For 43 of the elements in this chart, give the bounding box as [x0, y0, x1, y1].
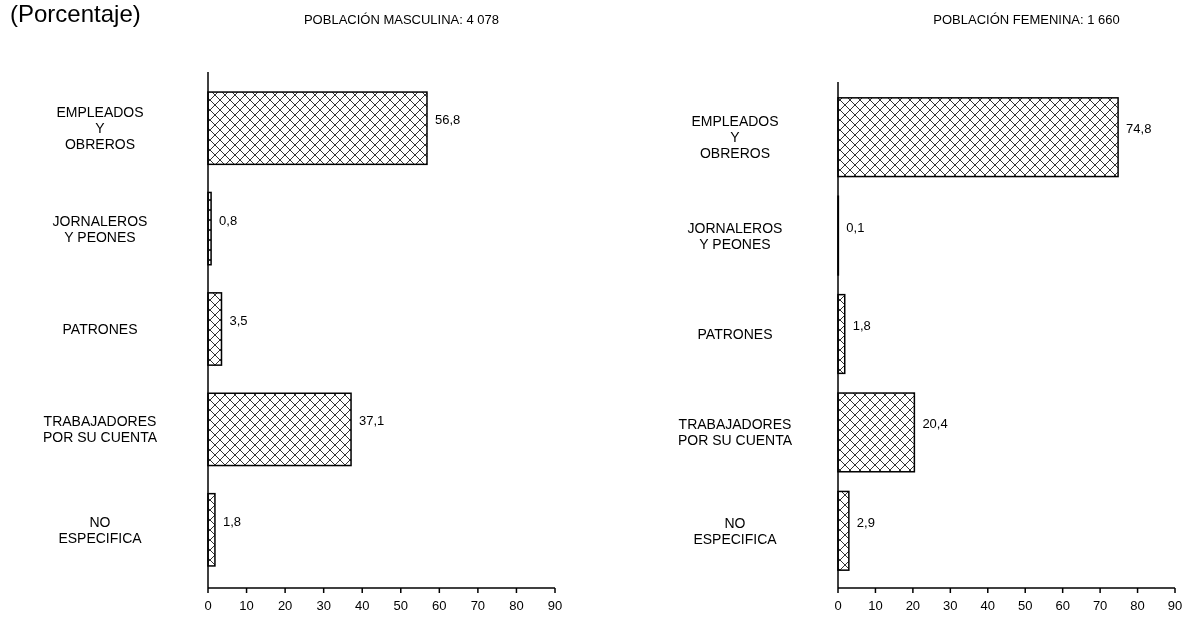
data-label: 3,5 — [229, 313, 248, 328]
x-tick-label: 30 — [943, 598, 958, 613]
x-tick-label: 90 — [1167, 598, 1183, 613]
x-tick-label: 60 — [432, 598, 447, 613]
chart-title: POBLACIÓN FEMENINA: 1 660 — [933, 12, 1120, 27]
y-tick-label: NO ESPECIFICA — [58, 513, 143, 546]
data-label: 0,8 — [219, 212, 238, 228]
data-label: 1,8 — [222, 513, 242, 529]
y-tick-label: PATRONES — [697, 326, 773, 342]
data-label: 37,1 — [359, 413, 385, 429]
x-tick-label: 80 — [509, 598, 524, 613]
chart-title: POBLACIÓN MASCULINA: 4 078 — [303, 12, 500, 27]
y-tick-label: EMPLEADOS Y OBREROS — [56, 104, 144, 153]
data-label: 74,8 — [1126, 121, 1152, 137]
x-tick-label: 70 — [1092, 598, 1108, 613]
y-tick-label: TRABAJADORES POR SU CUENTA — [42, 413, 158, 446]
x-tick-label: 90 — [547, 598, 563, 613]
x-tick-label: 20 — [277, 598, 293, 613]
y-tick-label: PATRONES — [62, 321, 138, 337]
data-label: 20,4 — [922, 416, 948, 432]
x-tick-label: 20 — [905, 598, 921, 613]
x-tick-label: 70 — [470, 598, 486, 613]
data-label: 1,8 — [852, 318, 871, 333]
x-tick-label: 50 — [1017, 598, 1033, 613]
x-tick-label: 10 — [239, 598, 254, 613]
y-tick-label: JORNALEROS Y PEONES — [687, 219, 783, 252]
y-tick-label: NO ESPECIFICA — [693, 514, 778, 547]
data-label: 2,9 — [856, 514, 875, 530]
x-tick-label: 0 — [204, 598, 212, 613]
text: (Porcentaje) — [10, 0, 141, 27]
x-tick-label: 80 — [1130, 598, 1145, 613]
y-tick-label: JORNALEROS Y PEONES — [52, 212, 148, 245]
x-tick-label: 60 — [1055, 598, 1070, 613]
x-tick-label: 30 — [316, 598, 331, 613]
y-tick-label: EMPLEADOS Y OBREROS — [691, 113, 779, 162]
data-label: 56,8 — [435, 112, 461, 128]
x-tick-label: 10 — [868, 598, 883, 613]
x-tick-label: 40 — [980, 598, 996, 613]
x-tick-label: 40 — [354, 598, 370, 613]
x-tick-label: 50 — [393, 598, 409, 613]
x-tick-label: 0 — [834, 598, 842, 613]
data-label: 0,1 — [846, 219, 865, 235]
y-tick-label: TRABAJADORES POR SU CUENTA — [677, 416, 793, 449]
